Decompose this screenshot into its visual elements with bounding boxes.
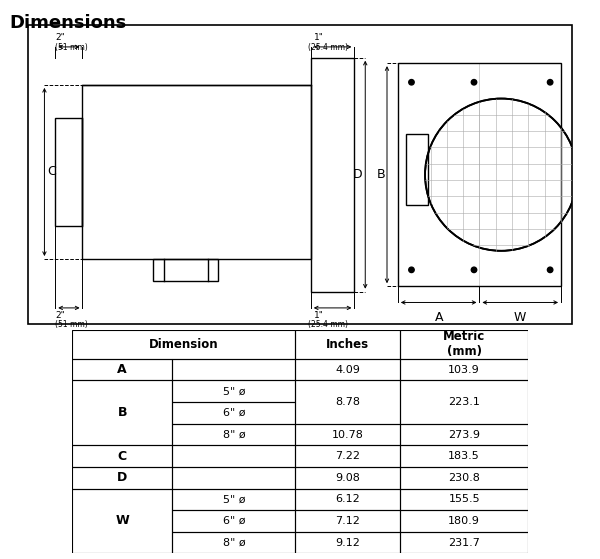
- Bar: [72, 359, 172, 381]
- Bar: [72, 467, 172, 489]
- Text: 8.78: 8.78: [335, 397, 361, 407]
- Bar: [400, 467, 528, 489]
- Text: 7.12: 7.12: [335, 516, 361, 526]
- Bar: [398, 63, 561, 286]
- Text: B: B: [377, 168, 385, 181]
- Circle shape: [547, 267, 553, 273]
- Bar: [72, 381, 172, 446]
- Text: Metric
(mm): Metric (mm): [443, 330, 485, 358]
- Text: 183.5: 183.5: [448, 451, 480, 461]
- Text: B: B: [118, 406, 127, 419]
- Bar: [55, 117, 82, 226]
- Text: (25.4 mm): (25.4 mm): [308, 42, 348, 51]
- Bar: [172, 446, 295, 467]
- Text: A: A: [118, 363, 127, 376]
- Circle shape: [409, 79, 414, 85]
- Text: 10.78: 10.78: [332, 429, 364, 439]
- Bar: [400, 446, 528, 467]
- Bar: [172, 510, 295, 532]
- Bar: [400, 381, 528, 424]
- Bar: [400, 532, 528, 553]
- Circle shape: [471, 79, 477, 85]
- Text: (51 mm): (51 mm): [55, 42, 88, 51]
- Bar: [295, 446, 400, 467]
- Text: D: D: [353, 168, 362, 181]
- Circle shape: [471, 267, 477, 273]
- Text: 1": 1": [314, 311, 323, 320]
- Text: C: C: [118, 449, 127, 463]
- Text: C: C: [47, 165, 56, 178]
- Text: 180.9: 180.9: [448, 516, 480, 526]
- Text: 6" ø: 6" ø: [223, 408, 245, 418]
- Text: (51 mm): (51 mm): [55, 320, 88, 329]
- Text: 223.1: 223.1: [448, 397, 480, 407]
- Bar: [82, 85, 311, 259]
- Text: 6" ø: 6" ø: [223, 516, 245, 526]
- Text: 231.7: 231.7: [448, 538, 480, 548]
- Bar: [153, 259, 218, 281]
- Text: 155.5: 155.5: [448, 494, 480, 504]
- Text: 2": 2": [55, 311, 65, 320]
- Text: 5" ø: 5" ø: [223, 386, 245, 396]
- Bar: [406, 134, 428, 205]
- Text: 8" ø: 8" ø: [223, 538, 245, 548]
- Bar: [172, 402, 295, 424]
- Text: 9.12: 9.12: [335, 538, 361, 548]
- Bar: [172, 532, 295, 553]
- Text: 1": 1": [314, 34, 323, 42]
- Bar: [295, 359, 400, 381]
- Bar: [172, 489, 295, 510]
- Text: 230.8: 230.8: [448, 473, 480, 483]
- Text: 2": 2": [55, 34, 65, 42]
- Text: 7.22: 7.22: [335, 451, 361, 461]
- Text: W: W: [115, 514, 129, 528]
- Bar: [400, 424, 528, 446]
- Bar: [295, 467, 400, 489]
- Text: 4.09: 4.09: [335, 364, 361, 375]
- Circle shape: [547, 79, 553, 85]
- Bar: [72, 489, 172, 553]
- Bar: [172, 424, 295, 446]
- Bar: [295, 489, 400, 510]
- Text: A: A: [434, 311, 443, 324]
- Bar: [172, 359, 295, 381]
- Bar: [72, 330, 295, 359]
- Bar: [311, 58, 355, 292]
- Bar: [72, 446, 172, 467]
- Bar: [295, 532, 400, 553]
- Text: 9.08: 9.08: [335, 473, 361, 483]
- Bar: [400, 330, 528, 359]
- Bar: [295, 510, 400, 532]
- Text: Dimension: Dimension: [149, 338, 218, 351]
- Text: 6.12: 6.12: [335, 494, 360, 504]
- Text: Dimensions: Dimensions: [9, 14, 126, 32]
- Text: D: D: [117, 471, 127, 484]
- Text: (25.4 mm): (25.4 mm): [308, 320, 348, 329]
- Bar: [400, 359, 528, 381]
- Text: 103.9: 103.9: [448, 364, 480, 375]
- Text: 5" ø: 5" ø: [223, 494, 245, 504]
- Bar: [295, 381, 400, 424]
- Text: Inches: Inches: [326, 338, 370, 351]
- Bar: [172, 467, 295, 489]
- Text: 8" ø: 8" ø: [223, 429, 245, 439]
- Circle shape: [409, 267, 414, 273]
- Bar: [295, 330, 400, 359]
- Bar: [400, 510, 528, 532]
- Bar: [172, 381, 295, 402]
- Text: W: W: [514, 311, 526, 324]
- Bar: [400, 489, 528, 510]
- Text: 273.9: 273.9: [448, 429, 480, 439]
- Bar: [295, 424, 400, 446]
